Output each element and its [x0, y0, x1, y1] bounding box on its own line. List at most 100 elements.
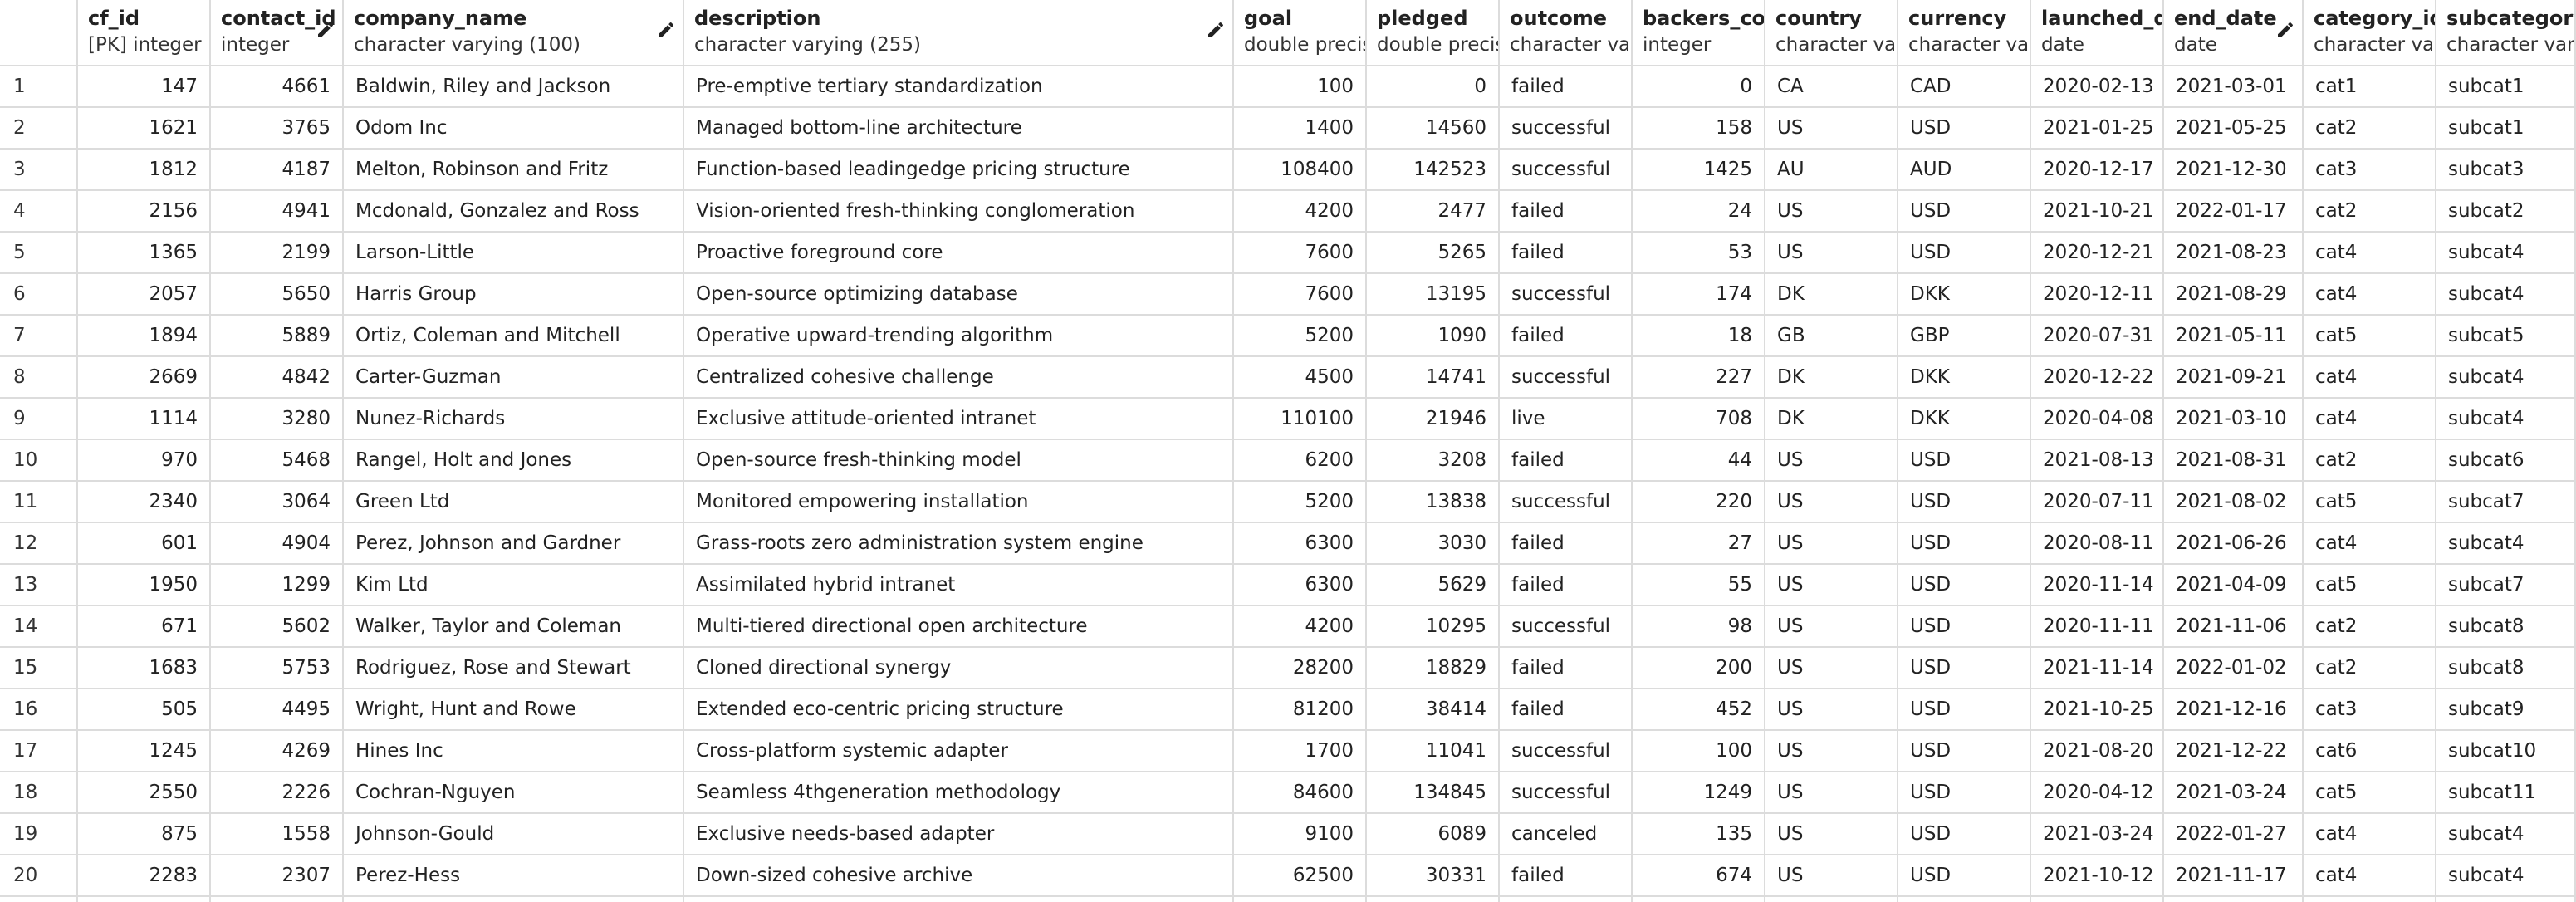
table-cell: subcat4: [2436, 274, 2576, 316]
table-cell: USD: [1898, 440, 2031, 482]
table-cell: USD: [1898, 482, 2031, 523]
table-cell: 1425: [1633, 150, 1765, 191]
table-cell: 2021-11-14: [2031, 648, 2164, 689]
table-cell: 4269: [211, 731, 344, 772]
table-cell: 2156: [78, 191, 211, 233]
table-cell: US: [1765, 772, 1898, 814]
column-name: outcome: [1510, 7, 1608, 30]
table-cell: failed: [1500, 855, 1633, 897]
table-cell: 2020-11-14: [2031, 565, 2164, 606]
table-cell: USD: [1898, 523, 2031, 565]
table-cell: subcat10: [2436, 731, 2576, 772]
table-cell: 6300: [1234, 523, 1367, 565]
table-cell: cat2: [2304, 108, 2436, 150]
table-cell: 671: [78, 606, 211, 648]
table-cell: US: [1765, 565, 1898, 606]
table-cell: failed: [1500, 66, 1633, 108]
column-name: pledged: [1377, 7, 1468, 30]
table-cell: 142523: [1367, 150, 1500, 191]
column-type: character varying: [1510, 34, 1631, 56]
table-cell: successful: [1500, 108, 1633, 150]
table-cell: 2020-02-13: [2031, 66, 2164, 108]
table-cell: 452: [1633, 689, 1765, 731]
table-cell: Perez-Hess: [344, 855, 684, 897]
column-type: integer: [221, 34, 290, 56]
table-cell: 2226: [211, 772, 344, 814]
row-number: 6: [0, 274, 78, 316]
table-cell: subcat4: [2436, 855, 2576, 897]
table-cell: subcat4: [2436, 399, 2576, 440]
column-header: cf_id [PK] integer: [78, 0, 211, 66]
table-cell: Nunez-Richards: [344, 399, 684, 440]
table-cell: cat4: [2304, 399, 2436, 440]
column-type: [PK] integer: [88, 34, 202, 56]
table-cell: cat5: [2304, 482, 2436, 523]
table-cell: 4495: [211, 689, 344, 731]
column-header: company_name character varying (100): [344, 0, 684, 66]
table-cell: Function-based leadingedge pricing struc…: [684, 150, 1234, 191]
column-name: backers_count: [1643, 7, 1765, 30]
table-cell: failed: [1500, 689, 1633, 731]
table-cell: 10295: [1367, 606, 1500, 648]
table-cell: 2021-12-16: [2164, 689, 2304, 731]
table-cell: 220: [1633, 482, 1765, 523]
column-name: goal: [1244, 7, 1293, 30]
table-cell: Rodriguez, Rose and Stewart: [344, 648, 684, 689]
empty-cell: [344, 897, 684, 902]
table-cell: US: [1765, 233, 1898, 274]
table-cell: 38414: [1367, 689, 1500, 731]
table-cell: 2021-11-17: [2164, 855, 2304, 897]
column-type: double precision: [1377, 34, 1498, 56]
table-cell: 44: [1633, 440, 1765, 482]
table-cell: 2021-03-24: [2164, 772, 2304, 814]
table-cell: Multi-tiered directional open architectu…: [684, 606, 1234, 648]
table-cell: 5468: [211, 440, 344, 482]
table-cell: cat4: [2304, 855, 2436, 897]
edit-icon: [1208, 22, 1223, 37]
table-cell: 1950: [78, 565, 211, 606]
table-cell: 2021-10-25: [2031, 689, 2164, 731]
table-cell: 1683: [78, 648, 211, 689]
table-cell: 2021-03-10: [2164, 399, 2304, 440]
column-name: description: [694, 7, 821, 30]
table-cell: 174: [1633, 274, 1765, 316]
table-cell: 1299: [211, 565, 344, 606]
table-cell: Exclusive attitude-oriented intranet: [684, 399, 1234, 440]
table-cell: 601: [78, 523, 211, 565]
table-cell: 5650: [211, 274, 344, 316]
table-cell: cat3: [2304, 150, 2436, 191]
table-cell: cat1: [2304, 66, 2436, 108]
table-cell: 2021-10-12: [2031, 855, 2164, 897]
table-cell: CA: [1765, 66, 1898, 108]
table-cell: successful: [1500, 357, 1633, 399]
table-cell: US: [1765, 523, 1898, 565]
table-cell: subcat4: [2436, 523, 2576, 565]
row-number: 10: [0, 440, 78, 482]
row-number: 13: [0, 565, 78, 606]
table-cell: failed: [1500, 191, 1633, 233]
column-header: pledged double precision: [1367, 0, 1500, 66]
table-cell: 2021-11-06: [2164, 606, 2304, 648]
table-cell: Cross-platform systemic adapter: [684, 731, 1234, 772]
table-cell: DKK: [1898, 274, 2031, 316]
table-cell: Grass-roots zero administration system e…: [684, 523, 1234, 565]
table-cell: 4500: [1234, 357, 1367, 399]
table-cell: DK: [1765, 357, 1898, 399]
table-cell: 108400: [1234, 150, 1367, 191]
row-number: 11: [0, 482, 78, 523]
row-number: 2: [0, 108, 78, 150]
table-cell: 2021-10-21: [2031, 191, 2164, 233]
column-type: character varying: [1908, 34, 2030, 56]
row-number: 4: [0, 191, 78, 233]
column-header: outcome character varying: [1500, 0, 1633, 66]
table-cell: USD: [1898, 731, 2031, 772]
table-cell: 100: [1633, 731, 1765, 772]
table-cell: 200: [1633, 648, 1765, 689]
table-cell: 2057: [78, 274, 211, 316]
table-cell: 3765: [211, 108, 344, 150]
table-cell: subcat8: [2436, 606, 2576, 648]
table-cell: 2021-04-09: [2164, 565, 2304, 606]
table-cell: Centralized cohesive challenge: [684, 357, 1234, 399]
table-cell: 2021-05-11: [2164, 316, 2304, 357]
table-cell: 4661: [211, 66, 344, 108]
